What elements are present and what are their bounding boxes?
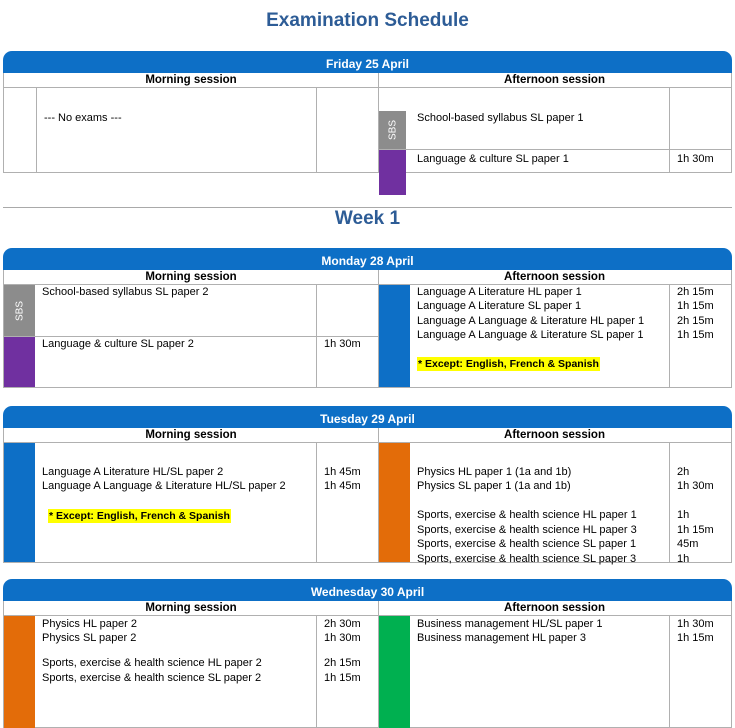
exam-duration: 1h 30m <box>677 153 714 165</box>
page-title: Examination Schedule <box>266 10 469 31</box>
exam-name: Physics HL paper 2 <box>42 618 137 630</box>
day-block-monday: Monday 28 April Morning session Afternoo… <box>3 248 732 388</box>
subject-color-bar <box>379 150 406 195</box>
subject-color-bar <box>379 285 410 387</box>
afternoon-session-header: Afternoon session <box>378 73 731 88</box>
exam-duration: 1h 30m <box>324 632 361 644</box>
afternoon-session-header: Afternoon session <box>378 428 731 443</box>
sbs-label: SBS <box>379 111 406 149</box>
exam-name: Language A Literature SL paper 1 <box>417 300 582 312</box>
subject-color-bar <box>4 443 35 562</box>
exam-name: School-based syllabus SL paper 1 <box>417 112 584 124</box>
exam-duration: 1h 30m <box>677 618 714 630</box>
exam-duration: 2h 15m <box>677 286 714 298</box>
morning-session-header: Morning session <box>4 601 378 616</box>
week-title: Week 1 <box>334 208 401 229</box>
exam-duration: 1h 30m <box>677 480 714 492</box>
exam-duration: 45m <box>677 538 699 550</box>
exam-name: Sports, exercise & health science SL pap… <box>417 553 637 565</box>
exam-duration: 1h 15m <box>677 632 714 644</box>
exam-duration: 1h 45m <box>324 466 361 478</box>
day-heading: Wednesday 30 April <box>3 579 732 601</box>
exam-duration: 2h 15m <box>324 657 361 669</box>
exam-name: School-based syllabus SL paper 2 <box>42 286 209 298</box>
day-block-friday: Friday 25 April Morning session Afternoo… <box>3 51 732 195</box>
exam-duration: 2h 30m <box>324 618 361 630</box>
afternoon-session-header: Afternoon session <box>378 601 731 616</box>
day-table: Morning session Afternoon session Physic… <box>3 601 732 728</box>
exam-name: Language A Language & Literature HL/SL p… <box>42 480 286 492</box>
morning-session-header: Morning session <box>4 73 378 88</box>
section-divider <box>3 207 732 208</box>
exam-name: Business management HL/SL paper 1 <box>417 618 603 630</box>
exam-name: Sports, exercise & health science SL pap… <box>417 538 637 550</box>
exam-duration: 1h <box>677 509 690 521</box>
subject-color-bar <box>4 337 35 387</box>
exam-name: Language & culture SL paper 2 <box>42 338 194 350</box>
no-exams-note: --- No exams --- <box>44 112 122 124</box>
exam-name: Physics SL paper 2 <box>42 632 137 644</box>
exam-name: Physics HL paper 1 (1a and 1b) <box>417 466 572 478</box>
day-heading: Monday 28 April <box>3 248 732 270</box>
exam-name: Language A Language & Literature SL pape… <box>417 329 644 341</box>
day-table: Morning session Afternoon session Langua… <box>3 428 732 565</box>
subject-color-bar <box>379 616 410 728</box>
except-note: * Except: English, French & Spanish <box>48 509 231 523</box>
day-table: Morning session Afternoon session --- No… <box>3 73 732 195</box>
exam-duration: 1h 15m <box>677 329 714 341</box>
morning-session-header: Morning session <box>4 270 378 285</box>
exam-name: Language A Literature HL/SL paper 2 <box>42 466 224 478</box>
exam-name: Sports, exercise & health science HL pap… <box>42 657 262 669</box>
exam-name: Language A Language & Literature HL pape… <box>417 315 645 327</box>
exam-name: Sports, exercise & health science SL pap… <box>42 672 262 684</box>
morning-session-header: Morning session <box>4 428 378 443</box>
exam-name: Business management HL paper 3 <box>417 632 586 644</box>
exam-duration: 1h 15m <box>677 524 714 536</box>
except-note: * Except: English, French & Spanish <box>417 357 600 371</box>
exam-name: Language & culture SL paper 1 <box>417 153 569 165</box>
exam-name: Sports, exercise & health science HL pap… <box>417 524 637 536</box>
day-block-tuesday: Tuesday 29 April Morning session Afterno… <box>3 406 732 565</box>
day-heading: Friday 25 April <box>3 51 732 73</box>
exam-name: Language A Literature HL paper 1 <box>417 286 582 298</box>
exam-name: Sports, exercise & health science HL pap… <box>417 509 637 521</box>
subject-color-bar <box>379 443 410 562</box>
day-heading: Tuesday 29 April <box>3 406 732 428</box>
exam-duration: 1h 45m <box>324 480 361 492</box>
subject-color-bar <box>4 616 35 728</box>
exam-duration: 1h <box>677 553 690 565</box>
exam-duration: 2h 15m <box>677 315 714 327</box>
exam-duration: 2h <box>677 466 690 478</box>
afternoon-session-header: Afternoon session <box>378 270 731 285</box>
day-table: Morning session Afternoon session SBS Sc… <box>3 270 732 388</box>
exam-name: Physics SL paper 1 (1a and 1b) <box>417 480 571 492</box>
exam-duration: 1h 30m <box>324 338 361 350</box>
exam-duration: 1h 15m <box>324 672 361 684</box>
exam-duration: 1h 15m <box>677 300 714 312</box>
sbs-label: SBS <box>4 285 35 336</box>
